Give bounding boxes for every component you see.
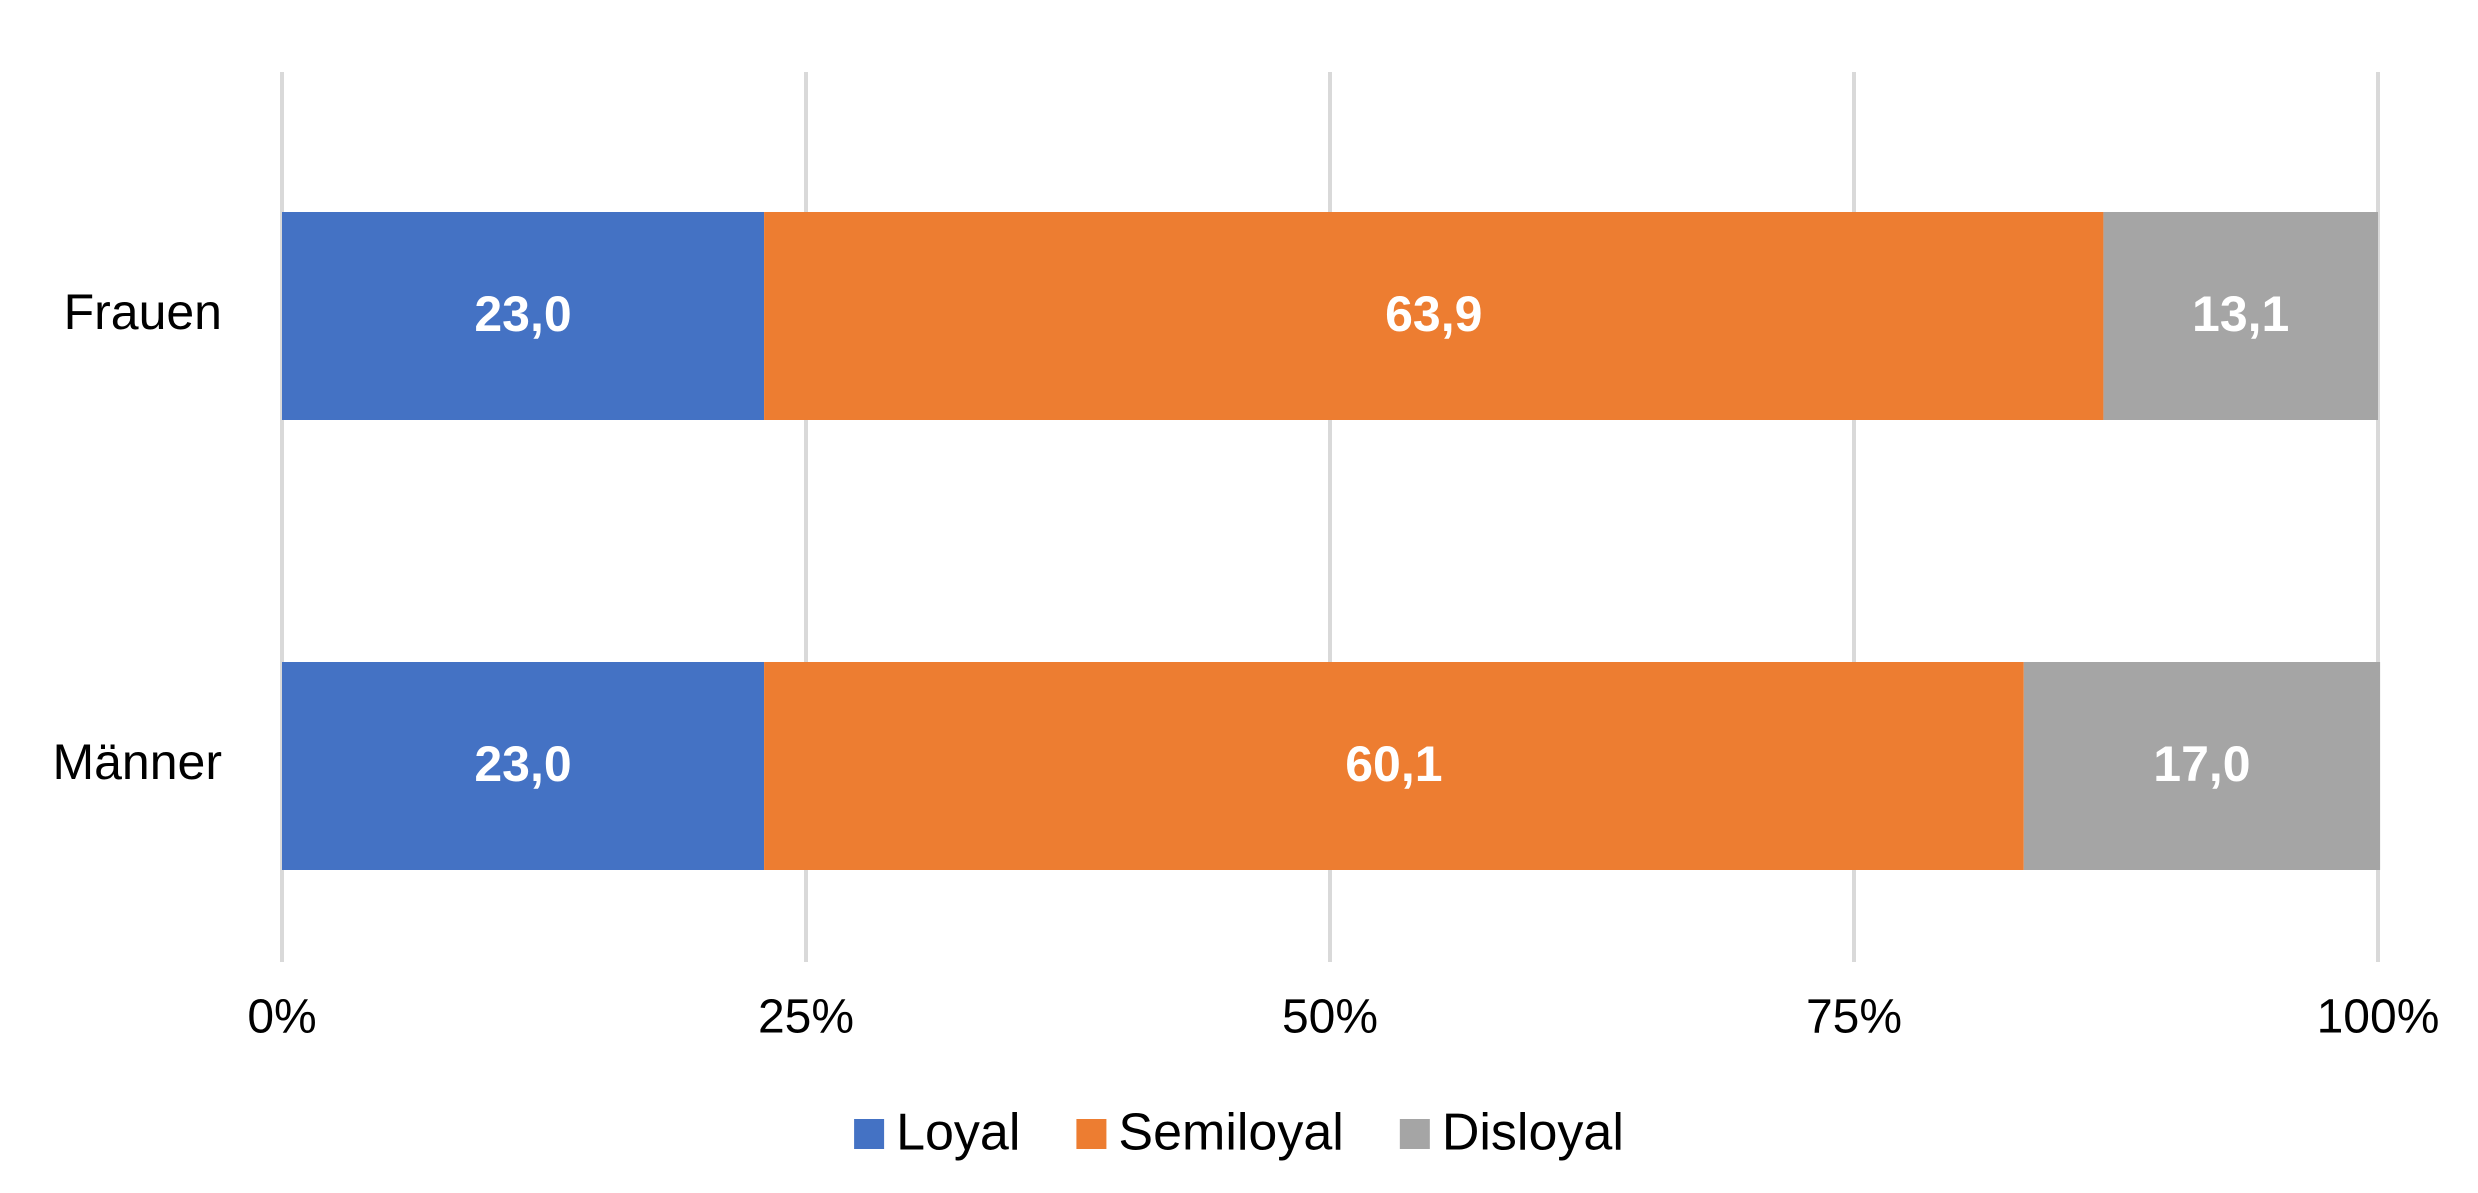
bar-segment (2103, 212, 2378, 420)
bar-segment (2023, 662, 2381, 870)
legend-swatch (1076, 1119, 1107, 1149)
data-label: 60,1 (1345, 736, 1442, 792)
bar-data-labels: 23,0 63,9 13,1 23,0 60,1 17,0 (474, 286, 2289, 792)
x-tick-label: 50% (1282, 991, 1378, 1044)
x-tick-label: 75% (1806, 991, 1902, 1044)
x-tick-label: 0% (247, 991, 316, 1044)
legend-label: Loyal (896, 1104, 1020, 1162)
bar-segment (282, 212, 765, 420)
bar-segment (764, 212, 2104, 420)
x-tick-label: 25% (758, 991, 854, 1044)
legend: Loyal Semiloyal Disloyal (854, 1104, 1624, 1162)
legend-swatch (1399, 1119, 1430, 1149)
data-label: 23,0 (474, 736, 571, 792)
x-tick-label: 100% (2317, 991, 2440, 1044)
category-label: Männer (52, 734, 222, 790)
data-label: 63,9 (1385, 286, 1482, 342)
legend-label: Semiloyal (1118, 1104, 1343, 1162)
legend-label: Disloyal (1442, 1104, 1624, 1162)
bar-segment (282, 662, 765, 870)
data-label: 13,1 (2192, 286, 2289, 342)
bar-segments (282, 212, 2381, 870)
data-label: 23,0 (474, 286, 571, 342)
legend-swatch (854, 1119, 885, 1149)
bar-segment (764, 662, 2024, 870)
data-label: 17,0 (2153, 736, 2250, 792)
category-axis-labels: Frauen Männer (52, 284, 222, 790)
x-axis-tick-labels: 0% 25% 50% 75% 100% (247, 991, 2439, 1044)
category-label: Frauen (64, 284, 222, 340)
